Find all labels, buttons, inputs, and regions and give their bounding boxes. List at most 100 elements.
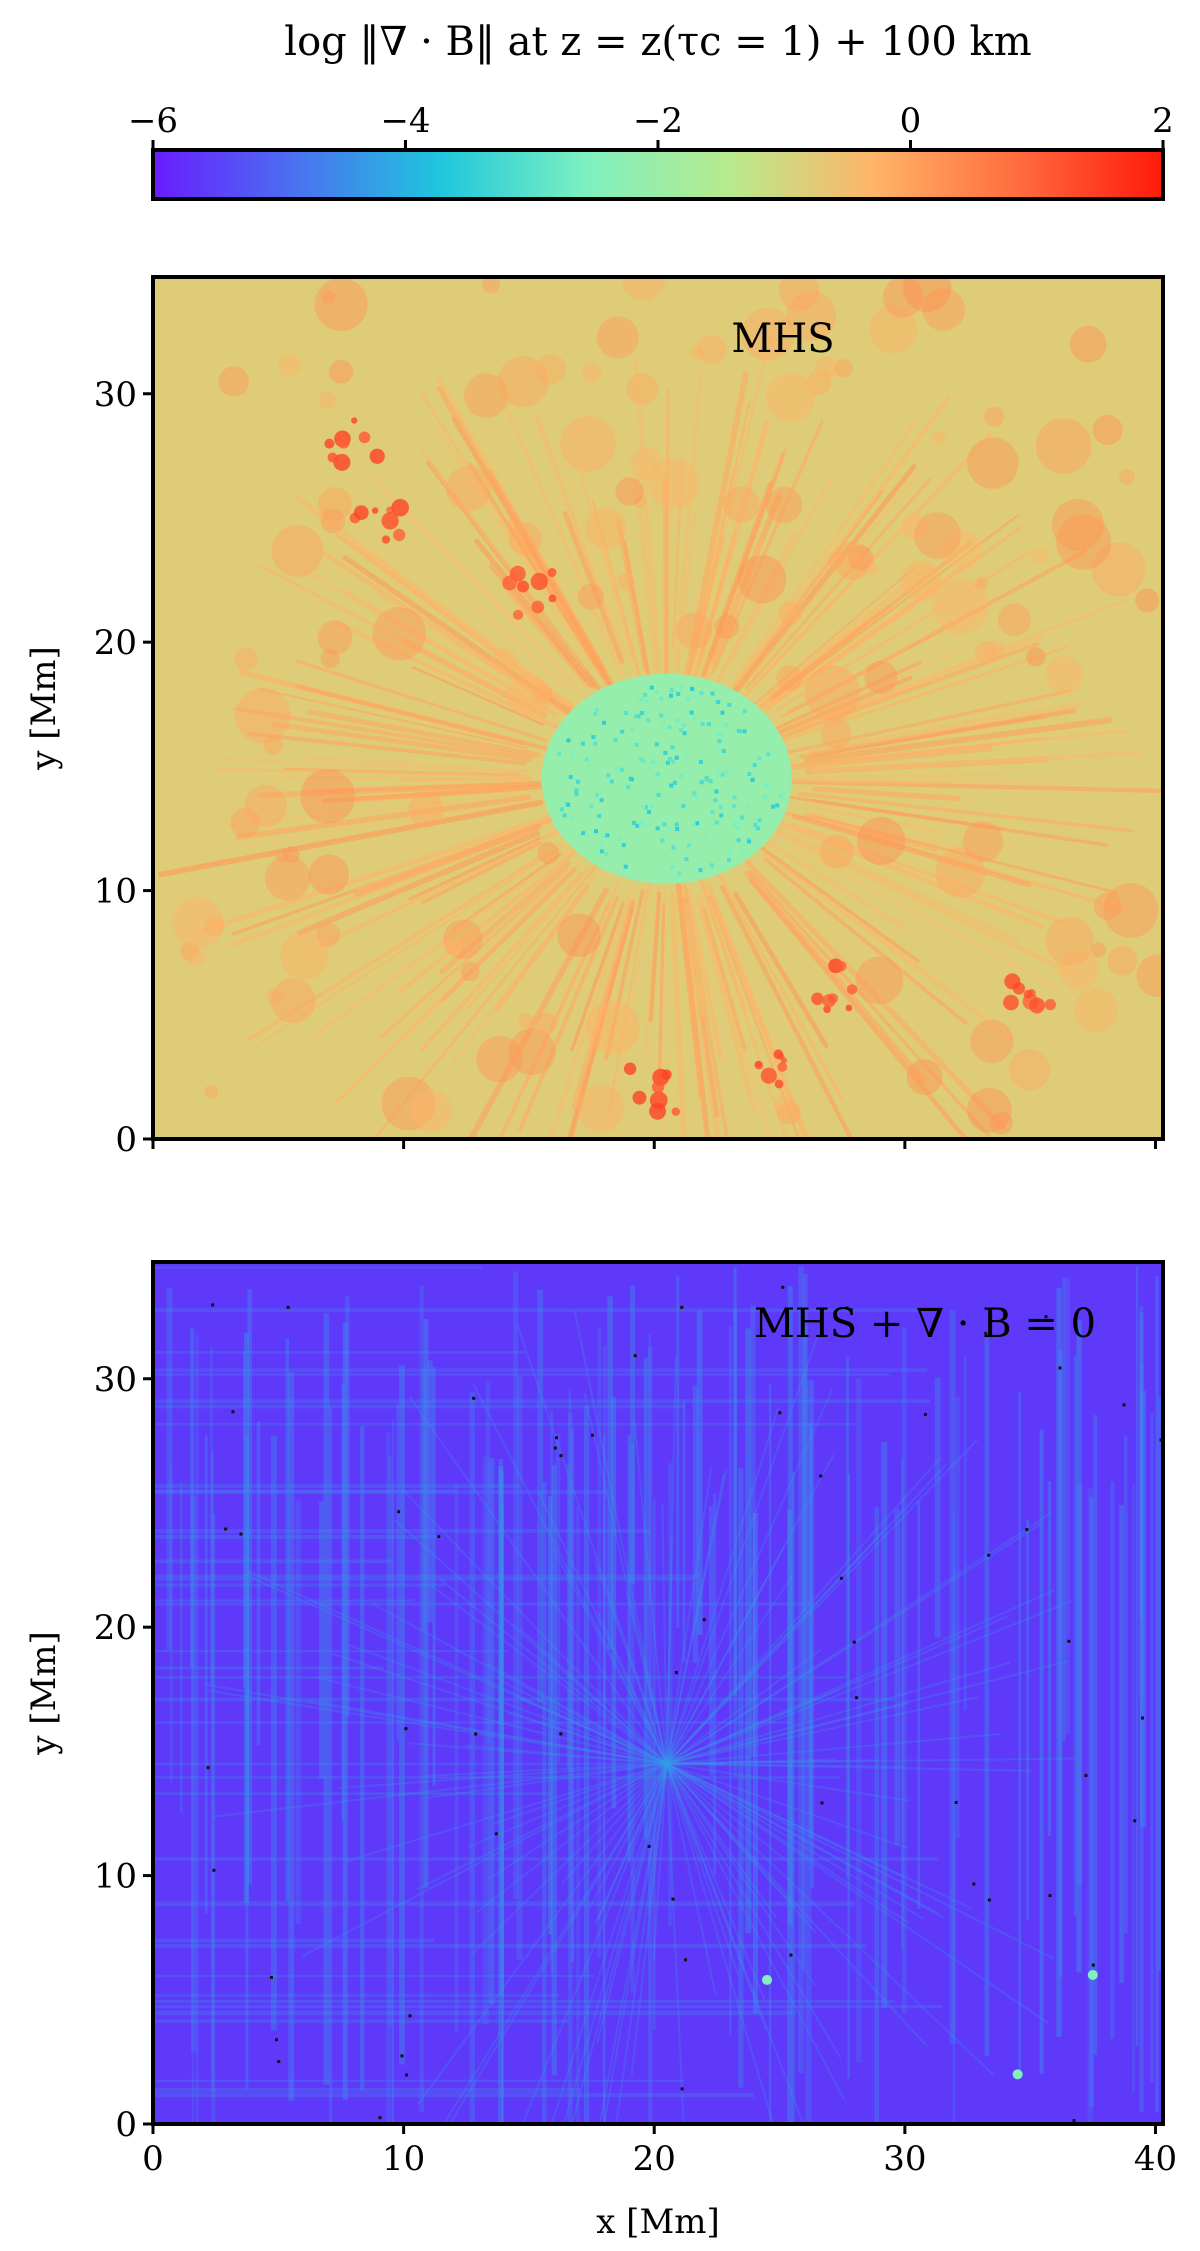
heatmap-streak [329, 1406, 333, 2124]
heatmap-umbra-pixel [672, 780, 677, 785]
heatmap-patch [557, 913, 601, 958]
heatmap-umbra-pixel [716, 769, 721, 774]
heatmap-filament [776, 689, 1072, 757]
heatmap-umbra-pixel [648, 765, 653, 770]
heatmap-umbra-pixel [586, 762, 591, 767]
y-tick-label: 30 [94, 1360, 137, 1400]
heatmap-dark-pixel [206, 1766, 210, 1770]
heatmap-patch [932, 430, 947, 445]
heatmap-umbra-pixel [747, 839, 752, 844]
heatmap-filament [805, 773, 1005, 779]
heatmap-streak [934, 1377, 941, 1638]
panel-mhs-divfree-xlabel: x [Mm] [596, 2202, 720, 2242]
heatmap-filament [338, 1762, 667, 1790]
heatmap-umbra-pixel [683, 752, 688, 757]
heatmap-filament [774, 660, 923, 731]
heatmap-streak [396, 1404, 399, 1741]
heatmap-streak [341, 1383, 345, 1822]
heatmap-filament [516, 1325, 668, 1765]
heatmap-streak [270, 1435, 277, 2031]
heatmap-streak [917, 1500, 921, 1910]
heatmap-filament [705, 881, 810, 1139]
heatmap-umbra-pixel [728, 849, 733, 854]
heatmap-dark-pixel [1072, 2119, 1076, 2123]
heatmap-patch [821, 718, 852, 749]
heatmap-dark-pixel [224, 1527, 228, 1531]
heatmap-filament [666, 1438, 979, 1765]
heatmap-strong-patch [671, 1107, 680, 1116]
x-tick-label: 0 [142, 2139, 164, 2179]
heatmap-umbra-pixel [682, 731, 687, 736]
heatmap-umbra-pixel [599, 849, 604, 854]
heatmap-streak [802, 1273, 808, 1612]
colorbar-tick-label: 2 [1152, 101, 1174, 141]
heatmap-patch [766, 486, 803, 524]
heatmap-filament [666, 1599, 1073, 1765]
heatmap-filament [342, 555, 582, 722]
heatmap-patch [1059, 950, 1100, 991]
heatmap-streak [733, 1267, 737, 1696]
heatmap-filament [776, 675, 913, 735]
heatmap-umbra-pixel [636, 714, 641, 719]
heatmap-filament [315, 1676, 668, 1765]
heatmap-streak [630, 1444, 635, 1994]
heatmap-filament [346, 1762, 668, 1863]
heatmap-umbra-pixel [647, 809, 652, 814]
heatmap-streak [386, 1432, 391, 2124]
heatmap-streak [153, 1559, 393, 1564]
panel-mhs-divfree-frame [151, 1260, 1165, 2126]
heatmap-strong-patch [324, 438, 335, 449]
heatmap-patch [985, 640, 1006, 661]
heatmap-dark-pixel [1091, 1963, 1095, 1967]
heatmap-filament [474, 538, 596, 689]
heatmap-streak [153, 1975, 595, 1978]
heatmap-filament [648, 891, 662, 1022]
heatmap-umbra-pixel [709, 863, 714, 868]
heatmap-patch [901, 513, 928, 540]
heatmap-filament [776, 645, 1069, 744]
heatmap-filament [476, 1763, 668, 1914]
heatmap-filament [730, 463, 917, 698]
heatmap-umbra-pixel [719, 732, 724, 737]
heatmap-filament [666, 1762, 902, 1877]
heatmap-dark-pixel [474, 1732, 478, 1736]
panel-mhs-divfree-annotation: MHS + ∇ · B = 0 [754, 1301, 1096, 1347]
heatmap-patch [765, 372, 816, 422]
heatmap-streak [881, 1442, 888, 2008]
heatmap-streak [153, 1650, 507, 1653]
heatmap-umbra-pixel [601, 720, 606, 725]
heatmap-filament [321, 784, 550, 804]
heatmap-patch [278, 353, 302, 377]
heatmap-umbra-pixel [566, 802, 571, 807]
heatmap-dark-pixel [437, 1535, 441, 1539]
heatmap-filament [296, 684, 551, 752]
heatmap-filament [665, 1454, 835, 1765]
heatmap-filament [781, 605, 989, 718]
heatmap-filament [683, 884, 730, 1139]
heatmap-dark-pixel [286, 1305, 290, 1309]
heatmap-filament [715, 869, 845, 1102]
heatmap-streak [342, 1322, 348, 2100]
heatmap-patch [464, 373, 509, 418]
heatmap-filament [666, 1762, 1050, 2025]
heatmap-filament [666, 1763, 817, 1934]
heatmap-filament [812, 786, 961, 802]
heatmap-filament [665, 1465, 713, 1764]
heatmap-streak [611, 1397, 617, 1809]
heatmap-filament [243, 1573, 668, 1765]
heatmap-filament [507, 519, 600, 667]
heatmap-patch [1008, 1048, 1051, 1091]
heatmap-umbra-pixel [626, 785, 631, 790]
heatmap-filament [431, 1585, 668, 1765]
heatmap-filament [665, 1573, 795, 1765]
heatmap-filament [702, 906, 747, 1051]
heatmap-patch [778, 277, 820, 312]
heatmap-streak [627, 1435, 631, 1862]
heatmap-umbra-pixel [692, 695, 697, 700]
heatmap-patch [282, 846, 300, 864]
heatmap-dark-pixel [1122, 1403, 1126, 1407]
heatmap-mhs-divfree [153, 1262, 1163, 2124]
heatmap-filament [666, 1661, 1011, 1765]
